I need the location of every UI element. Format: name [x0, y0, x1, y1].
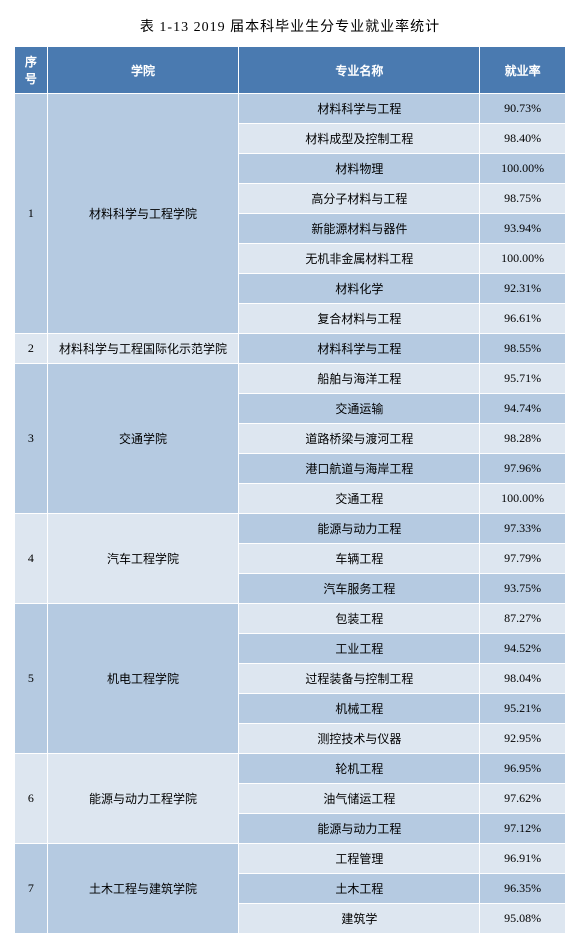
cell-rate: 95.71%	[480, 364, 566, 394]
cell-rate: 100.00%	[480, 484, 566, 514]
table-row: 1材料科学与工程学院材料科学与工程90.73%	[15, 94, 566, 124]
cell-seq: 4	[15, 514, 48, 604]
cell-major: 轮机工程	[239, 754, 480, 784]
table-title: 表 1-13 2019 届本科毕业生分专业就业率统计	[14, 16, 566, 36]
cell-major: 能源与动力工程	[239, 814, 480, 844]
th-seq: 序号	[15, 47, 48, 94]
cell-rate: 100.00%	[480, 244, 566, 274]
cell-major: 材料成型及控制工程	[239, 124, 480, 154]
cell-rate: 95.08%	[480, 904, 566, 934]
cell-college: 材料科学与工程国际化示范学院	[47, 334, 239, 364]
cell-seq: 6	[15, 754, 48, 844]
cell-rate: 97.12%	[480, 814, 566, 844]
cell-major: 测控技术与仪器	[239, 724, 480, 754]
table-row: 3交通学院船舶与海洋工程95.71%	[15, 364, 566, 394]
cell-major: 包装工程	[239, 604, 480, 634]
cell-rate: 96.91%	[480, 844, 566, 874]
cell-major: 交通运输	[239, 394, 480, 424]
table-row: 6能源与动力工程学院轮机工程96.95%	[15, 754, 566, 784]
th-major: 专业名称	[239, 47, 480, 94]
cell-rate: 100.00%	[480, 154, 566, 184]
cell-major: 汽车服务工程	[239, 574, 480, 604]
cell-seq: 5	[15, 604, 48, 754]
th-college: 学院	[47, 47, 239, 94]
cell-rate: 87.27%	[480, 604, 566, 634]
cell-major: 材料化学	[239, 274, 480, 304]
cell-major: 材料科学与工程	[239, 334, 480, 364]
cell-rate: 95.21%	[480, 694, 566, 724]
cell-major: 过程装备与控制工程	[239, 664, 480, 694]
table-row: 7土木工程与建筑学院工程管理96.91%	[15, 844, 566, 874]
cell-major: 能源与动力工程	[239, 514, 480, 544]
cell-major: 船舶与海洋工程	[239, 364, 480, 394]
cell-rate: 94.52%	[480, 634, 566, 664]
cell-rate: 97.62%	[480, 784, 566, 814]
cell-college: 能源与动力工程学院	[47, 754, 239, 844]
cell-rate: 98.28%	[480, 424, 566, 454]
cell-major: 复合材料与工程	[239, 304, 480, 334]
cell-seq: 2	[15, 334, 48, 364]
cell-major: 新能源材料与器件	[239, 214, 480, 244]
cell-rate: 93.75%	[480, 574, 566, 604]
cell-major: 材料物理	[239, 154, 480, 184]
cell-rate: 94.74%	[480, 394, 566, 424]
employment-rate-table: 序号 学院 专业名称 就业率 1材料科学与工程学院材料科学与工程90.73%材料…	[14, 46, 566, 934]
cell-major: 港口航道与海岸工程	[239, 454, 480, 484]
cell-college: 汽车工程学院	[47, 514, 239, 604]
cell-rate: 92.95%	[480, 724, 566, 754]
cell-rate: 96.95%	[480, 754, 566, 784]
cell-seq: 1	[15, 94, 48, 334]
cell-major: 交通工程	[239, 484, 480, 514]
th-rate: 就业率	[480, 47, 566, 94]
cell-major: 工业工程	[239, 634, 480, 664]
cell-rate: 98.75%	[480, 184, 566, 214]
cell-rate: 96.35%	[480, 874, 566, 904]
cell-rate: 98.04%	[480, 664, 566, 694]
cell-rate: 93.94%	[480, 214, 566, 244]
cell-major: 土木工程	[239, 874, 480, 904]
table-row: 5机电工程学院包装工程87.27%	[15, 604, 566, 634]
cell-college: 材料科学与工程学院	[47, 94, 239, 334]
cell-seq: 3	[15, 364, 48, 514]
table-body: 1材料科学与工程学院材料科学与工程90.73%材料成型及控制工程98.40%材料…	[15, 94, 566, 934]
cell-rate: 98.40%	[480, 124, 566, 154]
cell-major: 道路桥梁与渡河工程	[239, 424, 480, 454]
cell-college: 交通学院	[47, 364, 239, 514]
cell-rate: 92.31%	[480, 274, 566, 304]
cell-major: 工程管理	[239, 844, 480, 874]
table-header-row: 序号 学院 专业名称 就业率	[15, 47, 566, 94]
table-row: 4汽车工程学院能源与动力工程97.33%	[15, 514, 566, 544]
cell-rate: 96.61%	[480, 304, 566, 334]
cell-major: 无机非金属材料工程	[239, 244, 480, 274]
cell-major: 油气储运工程	[239, 784, 480, 814]
cell-college: 机电工程学院	[47, 604, 239, 754]
table-row: 2材料科学与工程国际化示范学院材料科学与工程98.55%	[15, 334, 566, 364]
cell-major: 机械工程	[239, 694, 480, 724]
cell-rate: 97.79%	[480, 544, 566, 574]
cell-rate: 98.55%	[480, 334, 566, 364]
cell-major: 车辆工程	[239, 544, 480, 574]
cell-major: 建筑学	[239, 904, 480, 934]
cell-rate: 97.33%	[480, 514, 566, 544]
cell-rate: 97.96%	[480, 454, 566, 484]
cell-major: 材料科学与工程	[239, 94, 480, 124]
cell-major: 高分子材料与工程	[239, 184, 480, 214]
cell-college: 土木工程与建筑学院	[47, 844, 239, 934]
cell-rate: 90.73%	[480, 94, 566, 124]
cell-seq: 7	[15, 844, 48, 934]
